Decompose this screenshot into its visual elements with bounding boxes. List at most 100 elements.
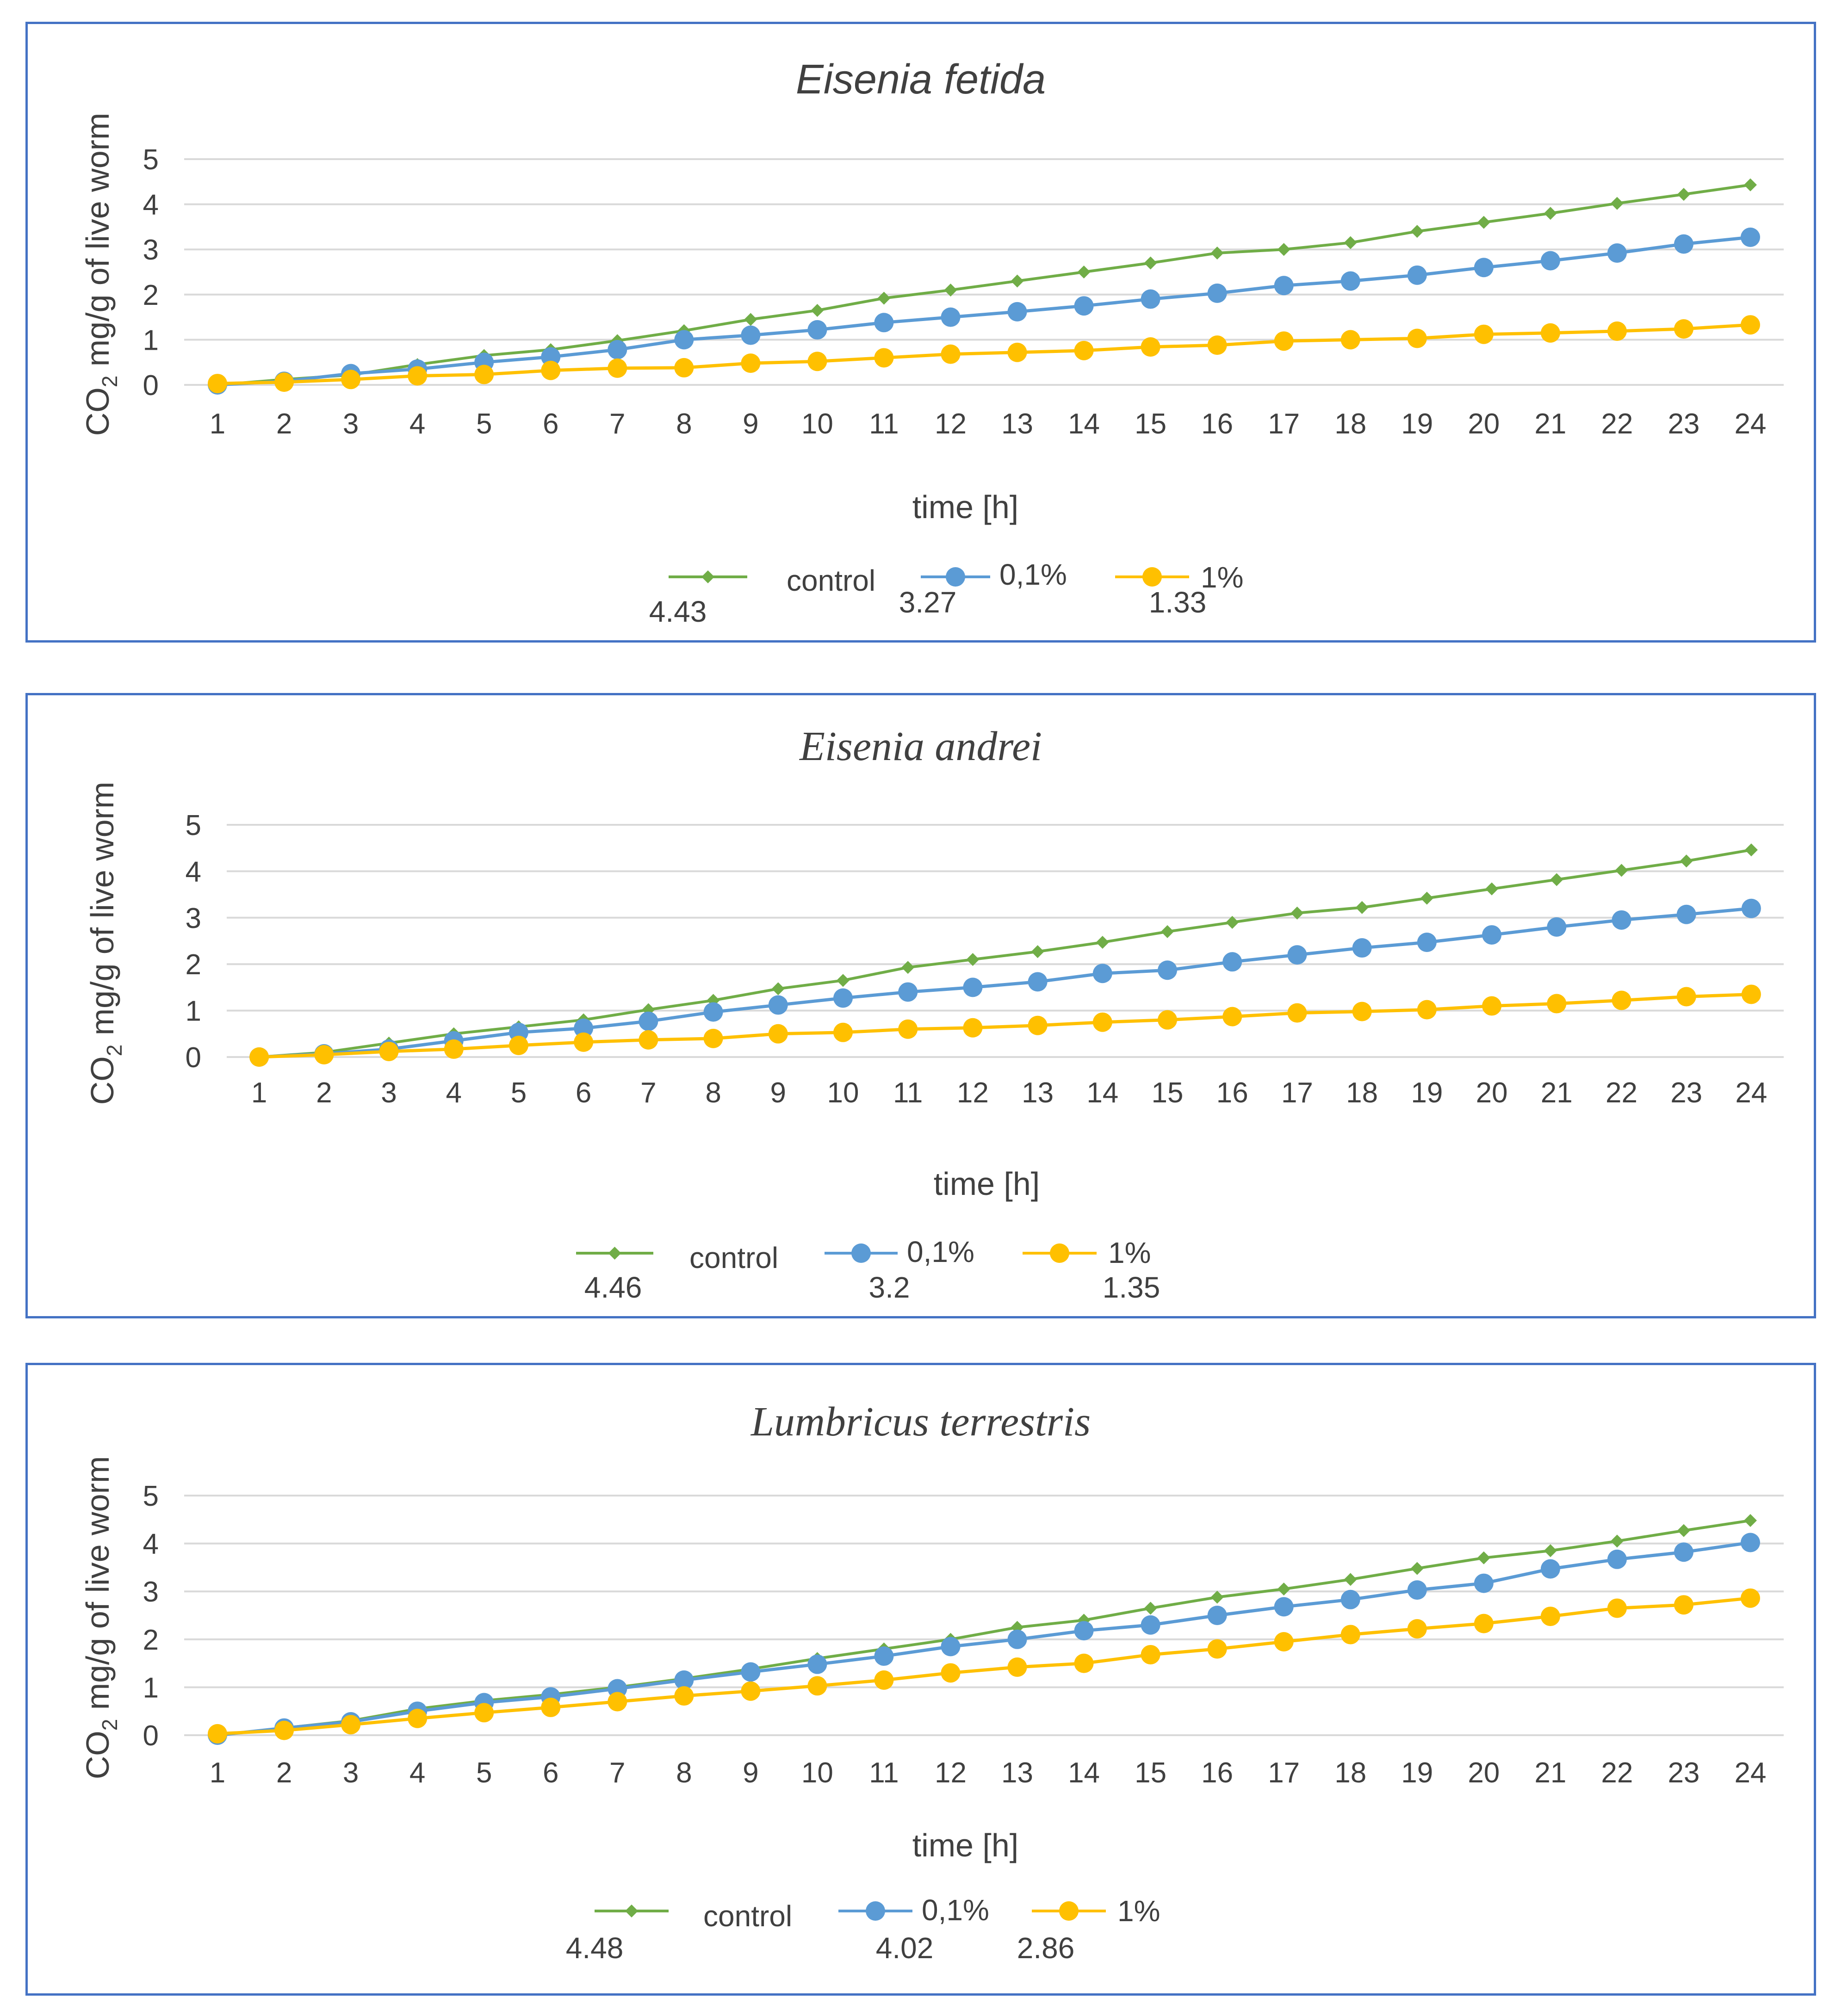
series-line-control — [217, 183, 1751, 386]
x-tick-label: 14 — [1068, 408, 1100, 440]
x-tick-label: 5 — [476, 408, 492, 440]
data-point-1pct — [1207, 335, 1227, 355]
data-point-0-1pct — [941, 1637, 961, 1657]
data-point-1pct — [1407, 1619, 1427, 1639]
x-tick-label: 11 — [893, 1077, 923, 1109]
data-point-1pct — [1676, 987, 1696, 1007]
data-point-1pct — [341, 370, 361, 390]
data-point-1pct — [898, 1019, 918, 1039]
legend-entry-0-1pct: 0,1%3.2 — [825, 1235, 974, 1304]
data-point-1pct — [1287, 1003, 1307, 1023]
y-tick-label: 2 — [143, 1624, 159, 1656]
data-point-control — [1355, 901, 1369, 914]
x-tick-label: 20 — [1468, 408, 1500, 440]
x-tick-label: 9 — [743, 1757, 758, 1789]
y-tick-label: 0 — [143, 370, 159, 402]
data-point-1pct — [703, 1028, 723, 1048]
data-point-control — [1743, 1514, 1757, 1527]
data-point-0-1pct — [741, 325, 761, 345]
series-line-1pct — [217, 1596, 1751, 1736]
data-point-0-1pct — [674, 1670, 694, 1690]
data-point-1pct — [1007, 342, 1027, 362]
legend-final-value-0-1pct: 3.2 — [869, 1271, 910, 1304]
chart-panel-eisenia-fetida: Eisenia fetida 0 1 2 3 4 5 1 2 3 4 5 6 7 8 9 10 11 12 13 14 1… — [25, 22, 1816, 643]
x-tick-label: 15 — [1152, 1077, 1184, 1109]
x-tick-label: 14 — [1086, 1077, 1118, 1109]
x-tick-label: 17 — [1281, 1077, 1313, 1109]
y-axis-label-rest: mg/g of live worm — [80, 1456, 116, 1719]
data-point-1pct — [1074, 1653, 1094, 1673]
y-axis-label-main: CO — [84, 1056, 120, 1105]
x-tick-label: 3 — [343, 1757, 359, 1789]
data-point-0-1pct — [898, 982, 918, 1002]
series-line-0-1pct — [259, 907, 1752, 1059]
data-point-control — [944, 284, 957, 297]
data-point-1pct — [474, 365, 494, 384]
x-tick-label: 2 — [276, 408, 292, 440]
x-tick-label: 7 — [640, 1077, 656, 1109]
x-tick-label: 6 — [543, 408, 558, 440]
series-line-0-1pct — [217, 235, 1751, 387]
data-point-0-1pct — [1141, 1615, 1160, 1635]
data-point-0-1pct — [1674, 234, 1693, 254]
data-point-1pct — [1141, 337, 1160, 357]
x-tick-label: 8 — [676, 1757, 692, 1789]
data-point-0-1pct — [1674, 1542, 1693, 1562]
data-point-0-1pct — [1741, 898, 1761, 918]
x-tick-label: 6 — [543, 1757, 558, 1789]
y-tick-label: 4 — [143, 189, 159, 221]
data-point-control — [1410, 1562, 1424, 1575]
data-point-1pct — [208, 1724, 228, 1744]
data-point-control — [1096, 936, 1109, 949]
data-point-0-1pct — [1740, 227, 1760, 247]
x-tick-label: 1 — [251, 1077, 267, 1109]
x-tick-label: 21 — [1534, 408, 1566, 440]
y-tick-label: 4 — [143, 1528, 159, 1560]
data-point-1pct — [474, 1703, 494, 1723]
data-point-1pct — [208, 374, 228, 394]
data-point-0-1pct — [1141, 289, 1160, 309]
data-point-control — [771, 982, 785, 996]
data-point-1pct — [541, 1697, 561, 1717]
data-point-0-1pct — [541, 347, 561, 367]
data-point-1pct — [274, 372, 294, 392]
legend-marker-0-1pct — [851, 1243, 871, 1263]
data-point-0-1pct — [1092, 964, 1112, 983]
data-point-1pct — [541, 360, 561, 380]
legend-marker-1pct — [1142, 567, 1162, 587]
legend-final-value-1pct: 1.33 — [1149, 586, 1207, 619]
x-tick-label: 20 — [1476, 1077, 1508, 1109]
data-point-0-1pct — [574, 1018, 594, 1038]
data-point-0-1pct — [1074, 296, 1094, 316]
data-point-1pct — [1340, 1625, 1360, 1645]
data-point-1pct — [608, 1692, 627, 1712]
y-axis-label-rest: mg/g of live worm — [84, 782, 120, 1045]
data-point-control — [1544, 1544, 1557, 1558]
legend-entry-0-1pct: 0,1% 4.02 — [838, 1893, 989, 1965]
y-tick-label: 5 — [143, 144, 159, 176]
data-point-0-1pct — [741, 1662, 761, 1682]
data-point-1pct — [741, 353, 761, 373]
x-tick-label: 2 — [276, 1757, 292, 1789]
y-tick-label: 0 — [186, 1042, 201, 1074]
data-point-0-1pct — [1158, 960, 1178, 980]
data-point-0-1pct — [1074, 1621, 1094, 1641]
data-point-control — [1077, 266, 1091, 278]
legend-entry-control: control 4.46 — [576, 1241, 778, 1304]
legend-entry-1pct: 1%1.35 — [1023, 1236, 1160, 1304]
series-control — [253, 843, 1758, 1064]
data-point-1pct — [1274, 1632, 1294, 1651]
x-tick-label: 9 — [770, 1077, 786, 1109]
y-tick-label: 1 — [143, 324, 159, 356]
y-tick-label: 3 — [143, 1576, 159, 1608]
data-point-1pct — [1482, 996, 1502, 1016]
series-line-control — [259, 848, 1752, 1058]
data-point-1pct — [608, 358, 627, 378]
data-point-0-1pct — [1222, 952, 1242, 972]
legend-label-control: control — [787, 564, 875, 597]
x-tick-label: 15 — [1135, 408, 1166, 440]
data-point-control — [1477, 216, 1490, 229]
data-point-1pct — [1407, 328, 1427, 348]
x-tick-label: 12 — [935, 408, 967, 440]
legend-entry-control: control 4.43 — [649, 564, 875, 628]
